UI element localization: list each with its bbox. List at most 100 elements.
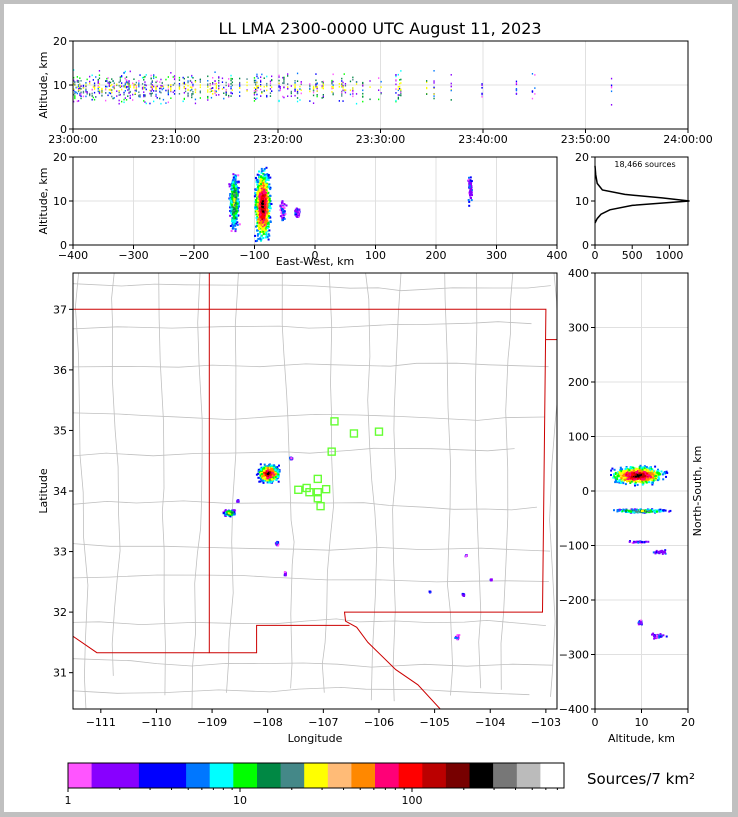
source-point	[98, 70, 101, 72]
source-point	[647, 477, 649, 479]
source-point	[259, 211, 262, 214]
source-point	[258, 480, 261, 483]
county-line	[226, 273, 239, 693]
source-point	[189, 89, 192, 92]
source-point	[101, 95, 103, 97]
source-point	[229, 512, 232, 515]
source-point	[74, 81, 76, 84]
source-point	[230, 87, 232, 90]
source-point	[230, 77, 232, 80]
source-point	[85, 83, 87, 85]
source-point	[659, 633, 662, 636]
source-point	[199, 84, 201, 86]
source-cluster	[489, 578, 493, 582]
source-point	[223, 92, 225, 94]
source-point	[254, 193, 257, 196]
source-point	[167, 93, 169, 96]
source-point	[468, 200, 471, 203]
source-point	[643, 468, 646, 471]
source-point	[352, 76, 354, 79]
source-point	[397, 89, 399, 92]
source-point	[253, 79, 256, 82]
source-point	[260, 178, 263, 181]
source-point	[258, 221, 261, 224]
source-point	[227, 512, 230, 515]
source-point	[531, 97, 534, 100]
source-point	[256, 75, 258, 78]
source-point	[296, 72, 299, 75]
source-point	[642, 475, 645, 478]
source-point	[322, 85, 324, 88]
source-point	[294, 82, 296, 84]
source-point	[658, 477, 661, 480]
source-point	[616, 480, 619, 483]
source-point	[271, 467, 274, 470]
source-point	[638, 470, 641, 473]
source-point	[108, 85, 110, 87]
source-point	[260, 191, 263, 194]
source-point	[124, 97, 126, 99]
source-point	[107, 94, 109, 97]
source-point	[257, 186, 260, 189]
source-point	[296, 89, 299, 91]
source-point	[77, 84, 80, 86]
source-point	[128, 80, 130, 82]
source-point	[296, 97, 299, 99]
source-point	[234, 188, 237, 191]
source-point	[167, 76, 169, 78]
source-point	[183, 86, 185, 88]
y-tick-label: 34	[53, 485, 67, 498]
source-point	[271, 75, 273, 78]
source-point	[263, 477, 266, 480]
source-point	[224, 514, 227, 517]
source-point	[105, 85, 107, 88]
source-point	[610, 85, 613, 87]
source-point	[232, 181, 234, 184]
source-point	[322, 83, 324, 86]
source-point	[657, 468, 659, 471]
x-tick-label: 23:40:00	[458, 133, 507, 146]
source-point	[260, 187, 263, 189]
source-cluster	[454, 634, 461, 641]
source-point	[85, 89, 87, 91]
source-point	[132, 99, 134, 101]
source-point	[236, 186, 239, 189]
county-line	[392, 273, 402, 702]
source-point	[258, 174, 261, 177]
source-point	[624, 510, 627, 512]
source-point	[469, 181, 471, 184]
source-point	[129, 94, 131, 97]
source-point	[640, 473, 642, 476]
source-point	[395, 83, 397, 86]
source-point	[331, 91, 333, 93]
source-point	[144, 95, 146, 98]
source-point	[278, 79, 280, 82]
source-point	[149, 92, 151, 95]
source-point	[637, 475, 640, 478]
source-point	[316, 87, 318, 90]
source-point	[77, 81, 80, 83]
source-point	[237, 204, 240, 207]
source-point	[312, 94, 315, 97]
source-point	[642, 541, 645, 544]
source-point	[633, 480, 636, 483]
source-point	[261, 207, 264, 210]
source-point	[141, 88, 144, 90]
source-point	[159, 81, 161, 83]
source-point	[231, 84, 233, 87]
source-point	[349, 89, 352, 92]
y-tick-label: 36	[53, 364, 67, 377]
source-point	[399, 82, 401, 85]
source-point	[309, 83, 311, 85]
source-point	[629, 482, 632, 484]
source-point	[269, 92, 272, 94]
source-point	[645, 481, 648, 484]
source-point	[256, 192, 259, 195]
source-point	[400, 92, 402, 95]
source-point	[648, 470, 651, 473]
source-point	[167, 88, 169, 91]
colorbar-swatch	[469, 763, 494, 788]
source-point	[124, 83, 126, 86]
source-point	[268, 209, 271, 212]
source-point	[73, 83, 75, 85]
